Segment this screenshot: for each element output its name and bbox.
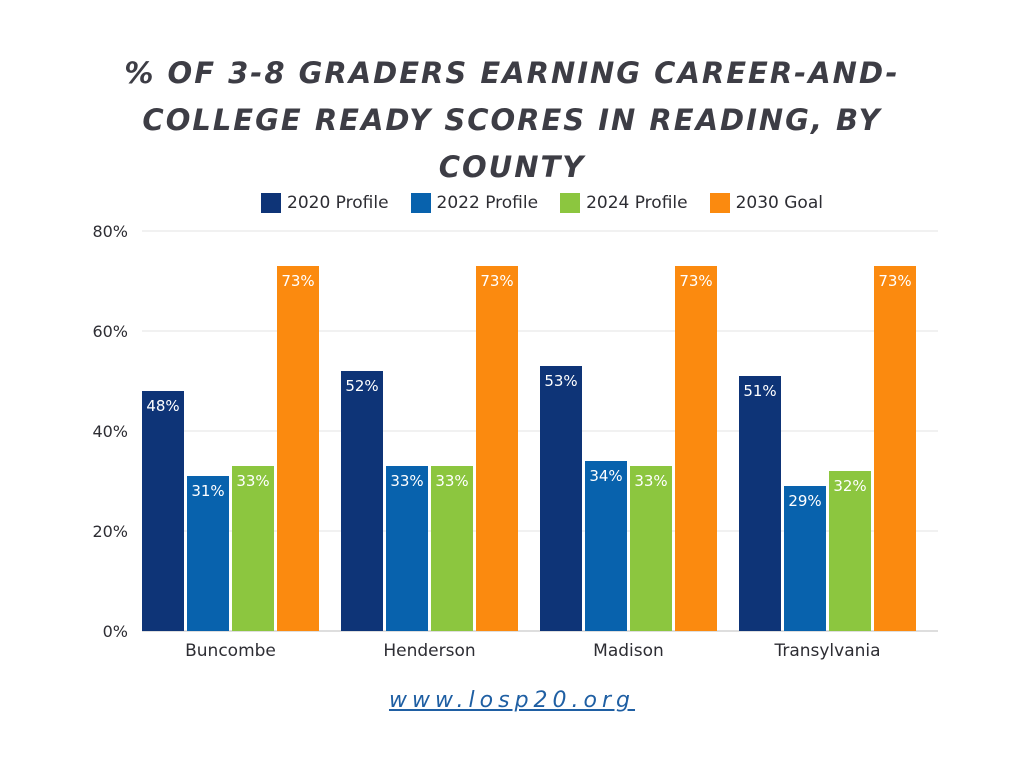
bar [386,466,428,631]
bar [630,466,672,631]
data-label: 53% [544,372,577,390]
legend-item-2030: 2030 Goal [709,193,823,213]
legend-item-2020: 2020 Profile [261,193,389,213]
legend-item-2024: 2024 Profile [560,193,688,213]
y-tick-label: 0% [103,622,128,641]
data-label: 31% [191,482,224,500]
bar [829,471,871,631]
legend-swatch-2022 [410,193,431,213]
bar [784,486,826,631]
data-label: 73% [679,272,712,290]
bar [874,266,916,631]
data-label: 73% [480,272,513,290]
bar [476,266,518,631]
bar [585,461,627,631]
y-tick-label: 80% [92,222,128,241]
y-tick-label: 40% [92,422,128,441]
data-label: 33% [236,472,269,490]
data-label: 51% [743,382,776,400]
legend-label-2030: 2030 Goal [735,193,823,213]
legend-swatch-2020 [261,193,281,213]
x-tick-label: Henderson [383,641,475,661]
legend-label-2022: 2022 Profile [436,193,539,213]
y-tick-label: 20% [92,522,128,541]
bar [431,466,473,631]
bar [341,371,383,631]
legend-label-2020: 2020 Profile [287,193,389,213]
bar [277,266,319,631]
data-label: 33% [435,472,468,490]
legend: 2020 Profile 2022 Profile 2024 Profile 2… [0,193,1024,213]
data-label: 29% [788,492,821,510]
data-label: 33% [390,472,423,490]
bar [540,366,582,631]
x-tick-label: Madison [593,641,664,661]
data-label: 52% [345,377,378,395]
data-label: 34% [589,467,622,485]
bar [675,266,717,631]
bar [232,466,274,631]
bar [187,476,229,631]
data-label: 48% [146,397,179,415]
data-label: 33% [634,472,667,490]
legend-swatch-2024 [560,193,581,213]
chart-title: % of 3-8 Graders Earning Career-and-Coll… [124,56,900,184]
data-label: 32% [833,477,866,495]
legend-label-2024: 2024 Profile [586,193,688,213]
legend-swatch-2030 [709,193,730,213]
data-label: 73% [281,272,314,290]
y-tick-label: 60% [92,322,128,341]
data-label: 73% [878,272,911,290]
x-tick-label: Buncombe [185,641,276,661]
bar [142,391,184,631]
footer-link[interactable]: www.losp20.org [388,688,636,713]
legend-item-2022: 2022 Profile [410,193,539,213]
bar [739,376,781,631]
x-tick-label: Transylvania [773,641,880,661]
